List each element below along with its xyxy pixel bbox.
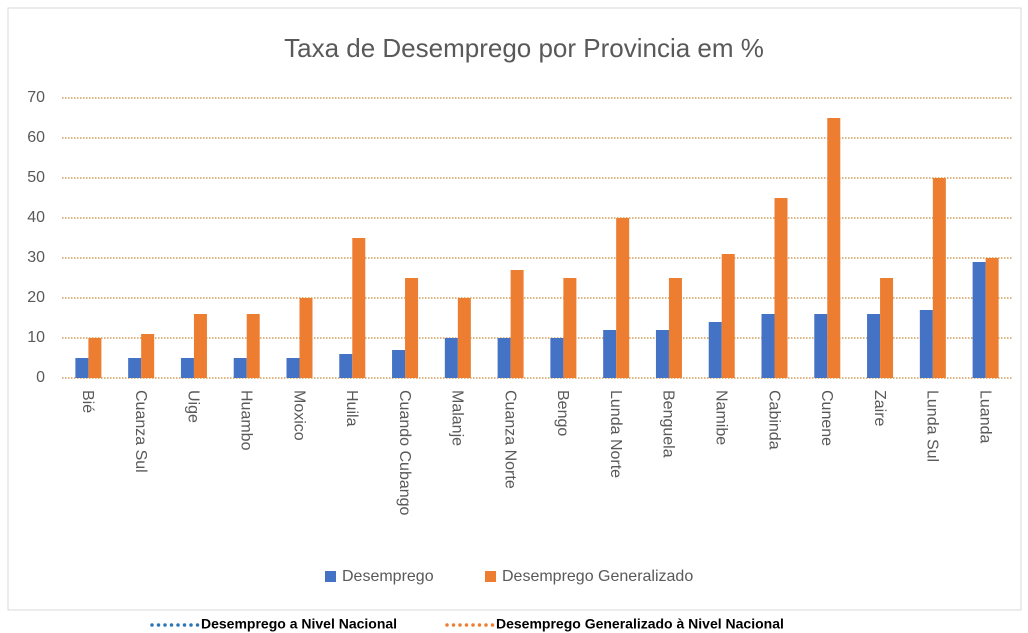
x-tick-label: Cuanza Norte [501, 390, 518, 489]
bar [128, 358, 142, 378]
bar [774, 198, 788, 378]
x-tick-label: Zaire [871, 390, 888, 427]
reference-legend-label: Desemprego Generalizado à Nivel Nacional [496, 616, 784, 632]
bar [655, 330, 669, 378]
bar [352, 238, 366, 378]
x-tick-label: Cuando Cubango [396, 390, 413, 516]
bar [233, 358, 247, 378]
bar [88, 338, 102, 378]
bar [405, 278, 419, 378]
bar [668, 278, 682, 378]
y-tick-label: 40 [27, 209, 45, 226]
legend-swatch [485, 571, 496, 582]
chart-title: Taxa de Desemprego por Provincia em % [284, 33, 764, 63]
x-tick-label: Cuanza Sul [132, 390, 149, 473]
bar [708, 322, 722, 378]
bar [880, 278, 894, 378]
bar [721, 254, 735, 378]
bar [932, 178, 946, 378]
y-tick-label: 60 [27, 129, 45, 146]
x-tick-label: Bengo [554, 390, 571, 436]
bar [761, 314, 775, 378]
bar [563, 278, 577, 378]
x-tick-label: Benguela [660, 390, 677, 458]
bar [550, 338, 564, 378]
bar [497, 338, 511, 378]
bar [180, 358, 194, 378]
x-tick-label: Bié [79, 390, 96, 413]
bar [827, 118, 841, 378]
bar [444, 338, 458, 378]
bar [616, 218, 630, 378]
bar [392, 350, 406, 378]
bar [972, 262, 986, 378]
x-tick-label: Cunene [818, 390, 835, 446]
legend-label: Desemprego [342, 568, 434, 585]
y-tick-label: 70 [27, 89, 45, 106]
legend-swatch [325, 571, 336, 582]
x-tick-label: Malanje [449, 390, 466, 446]
x-tick-label: Cabinda [765, 390, 782, 450]
bar [193, 314, 207, 378]
y-tick-label: 50 [27, 169, 45, 186]
bar [814, 314, 828, 378]
bar [867, 314, 881, 378]
bar [510, 270, 524, 378]
y-tick-label: 0 [36, 369, 45, 386]
bar [141, 334, 155, 378]
x-tick-label: Huambo [237, 390, 254, 451]
bar [339, 354, 353, 378]
x-tick-label: Uige [185, 390, 202, 423]
legend-label: Desemprego Generalizado [502, 568, 693, 585]
x-tick-label: Huila [343, 390, 360, 427]
y-tick-label: 30 [27, 249, 45, 266]
y-tick-label: 20 [27, 289, 45, 306]
bar [457, 298, 471, 378]
bar [919, 310, 933, 378]
bar [603, 330, 617, 378]
bar [299, 298, 313, 378]
x-tick-label: Lunda Sul [924, 390, 941, 462]
x-tick-label: Luanda [976, 390, 993, 443]
x-tick-label: Moxico [290, 390, 307, 441]
x-tick-label: Namibe [712, 390, 729, 445]
bar [246, 314, 260, 378]
bar [985, 258, 999, 378]
reference-legend-label: Desemprego a Nivel Nacional [201, 616, 397, 632]
bar [286, 358, 300, 378]
x-tick-label: Lunda Norte [607, 390, 624, 478]
bar [75, 358, 89, 378]
y-tick-label: 10 [27, 329, 45, 346]
